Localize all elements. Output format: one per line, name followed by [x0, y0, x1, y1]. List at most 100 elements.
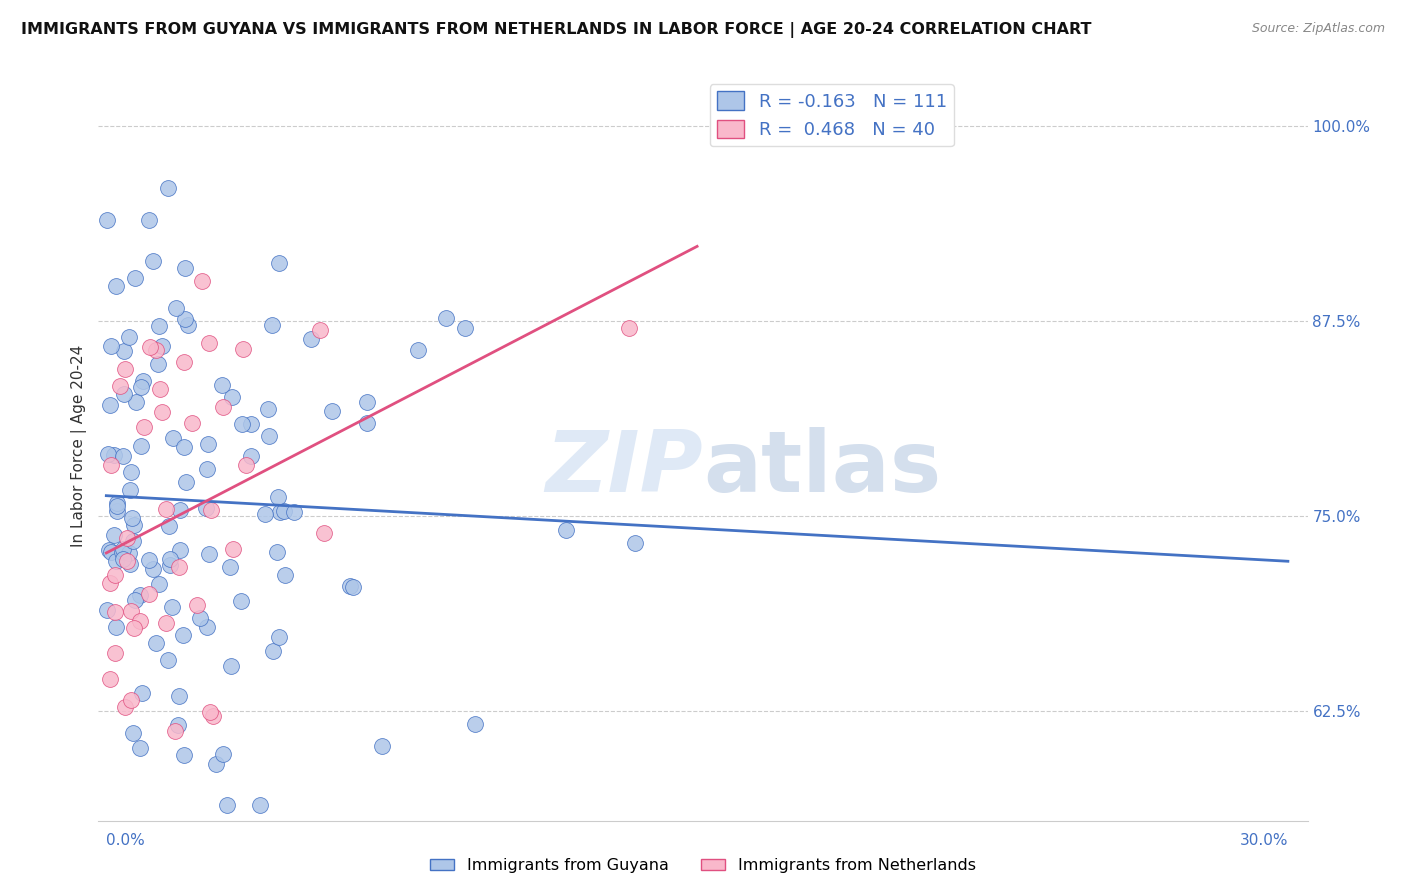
- Point: [129, 380, 152, 394]
- Point: [188, 611, 211, 625]
- Point: [104, 279, 127, 293]
- Point: [128, 614, 150, 628]
- Point: [205, 756, 228, 771]
- Point: [180, 416, 202, 430]
- Point: [169, 690, 191, 704]
- Point: [173, 441, 195, 455]
- Point: [624, 536, 647, 550]
- Point: [100, 458, 122, 472]
- Point: [103, 528, 125, 542]
- Point: [159, 558, 181, 572]
- Point: [267, 490, 290, 504]
- Point: [132, 374, 155, 388]
- Point: [114, 362, 136, 376]
- Point: [260, 318, 283, 333]
- Point: [356, 416, 378, 430]
- Point: [155, 615, 177, 630]
- Text: Source: ZipAtlas.com: Source: ZipAtlas.com: [1251, 22, 1385, 36]
- Point: [157, 518, 180, 533]
- Point: [195, 619, 218, 633]
- Point: [211, 378, 233, 392]
- Point: [283, 505, 305, 519]
- Point: [129, 588, 152, 602]
- Point: [274, 567, 297, 582]
- Point: [229, 593, 252, 607]
- Point: [103, 448, 125, 462]
- Point: [96, 213, 118, 227]
- Point: [200, 503, 222, 517]
- Point: [98, 542, 121, 557]
- Point: [100, 339, 122, 353]
- Point: [110, 379, 132, 393]
- Text: ZIP: ZIP: [546, 427, 703, 510]
- Point: [156, 181, 179, 195]
- Text: atlas: atlas: [703, 427, 941, 510]
- Point: [167, 560, 190, 574]
- Point: [160, 599, 183, 614]
- Point: [198, 547, 221, 561]
- Point: [342, 580, 364, 594]
- Point: [121, 726, 143, 740]
- Point: [212, 400, 235, 414]
- Point: [97, 447, 120, 461]
- Point: [163, 723, 186, 738]
- Point: [198, 336, 221, 351]
- Point: [173, 747, 195, 762]
- Legend: Immigrants from Guyana, Immigrants from Netherlands: Immigrants from Guyana, Immigrants from …: [425, 852, 981, 880]
- Point: [98, 575, 121, 590]
- Point: [321, 404, 343, 418]
- Point: [197, 436, 219, 450]
- Point: [454, 320, 477, 334]
- Y-axis label: In Labor Force | Age 20-24: In Labor Force | Age 20-24: [72, 345, 87, 547]
- Point: [356, 395, 378, 409]
- Point: [257, 402, 280, 417]
- Point: [194, 501, 217, 516]
- Point: [124, 593, 146, 607]
- Point: [138, 552, 160, 566]
- Point: [308, 323, 330, 337]
- Point: [240, 449, 263, 463]
- Point: [118, 557, 141, 571]
- Point: [117, 554, 139, 568]
- Point: [165, 301, 187, 315]
- Point: [186, 599, 208, 613]
- Point: [105, 554, 128, 568]
- Point: [142, 253, 165, 268]
- Point: [125, 395, 148, 409]
- Point: [115, 531, 138, 545]
- Point: [617, 321, 640, 335]
- Point: [122, 621, 145, 635]
- Point: [221, 390, 243, 404]
- Point: [121, 510, 143, 524]
- Point: [110, 545, 132, 559]
- Point: [249, 798, 271, 813]
- Point: [191, 274, 214, 288]
- Point: [169, 543, 191, 558]
- Point: [269, 505, 291, 519]
- Legend: R = -0.163   N = 111, R =  0.468   N = 40: R = -0.163 N = 111, R = 0.468 N = 40: [710, 84, 953, 146]
- Point: [118, 546, 141, 560]
- Point: [105, 504, 128, 518]
- Point: [219, 560, 242, 574]
- Point: [312, 526, 335, 541]
- Point: [166, 718, 188, 732]
- Point: [172, 628, 194, 642]
- Point: [104, 567, 127, 582]
- Point: [124, 271, 146, 285]
- Point: [138, 213, 160, 227]
- Point: [145, 343, 167, 357]
- Point: [138, 587, 160, 601]
- Point: [159, 552, 181, 566]
- Point: [120, 693, 142, 707]
- Point: [98, 672, 121, 686]
- Point: [299, 332, 322, 346]
- Point: [111, 449, 134, 463]
- Point: [371, 739, 394, 753]
- Point: [105, 496, 128, 510]
- Point: [177, 318, 200, 333]
- Point: [215, 798, 238, 813]
- Point: [111, 552, 134, 566]
- Point: [219, 659, 242, 673]
- Point: [434, 311, 457, 326]
- Point: [104, 646, 127, 660]
